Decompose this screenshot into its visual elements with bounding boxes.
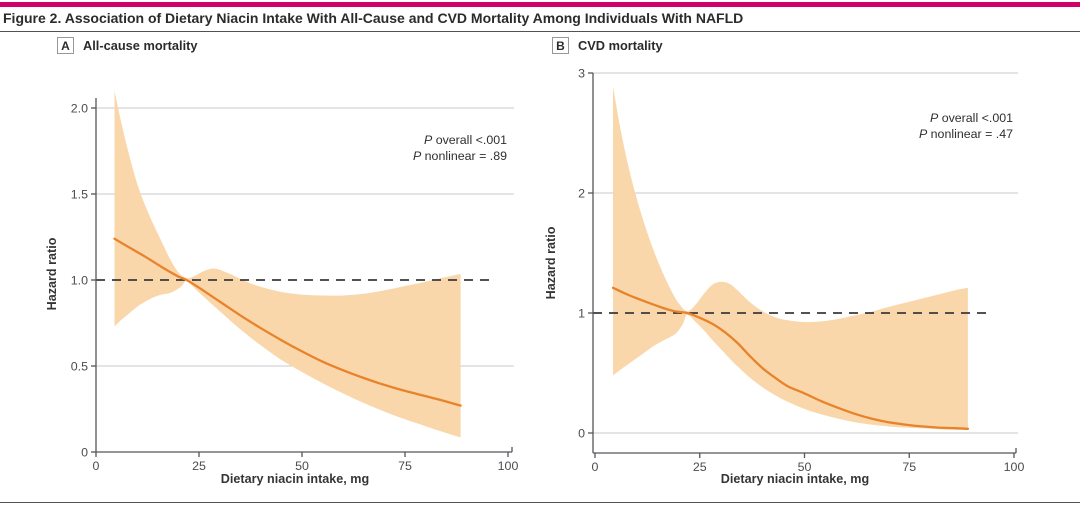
hazard-ratio-curve <box>611 286 970 430</box>
panel-a-title: All-cause mortality <box>83 38 198 53</box>
panel-b-chart: 0 1 2 3 0 25 50 75 100 <box>578 66 1024 474</box>
confidence-band <box>114 90 461 438</box>
footer-divider <box>0 502 1080 503</box>
x-tick-label: 0 <box>93 459 100 473</box>
p-overall-line: P overall <.001 <box>307 133 507 149</box>
panel-a-tag: A <box>57 37 74 54</box>
x-tick-label: 75 <box>398 459 412 473</box>
panel-a-pvalues: P overall <.001 P nonlinear = .89 <box>307 133 507 164</box>
panel-b-yaxis-label: Hazard ratio <box>544 226 558 300</box>
panel-a-chart: 0 0.5 1.0 1.5 2.0 0 25 50 75 100 <box>71 90 519 473</box>
y-tick-label: 0 <box>81 445 88 459</box>
p-symbol: P <box>412 148 422 163</box>
hazard-ratio-curve <box>113 237 462 407</box>
panel-b-tag: B <box>552 37 569 54</box>
confidence-band <box>613 86 968 430</box>
x-tick-label: 50 <box>295 459 309 473</box>
y-tick-label: 2.0 <box>71 101 88 115</box>
top-accent-bar <box>0 2 1080 7</box>
panel-b-pvalues: P overall <.001 P nonlinear = .47 <box>813 111 1013 142</box>
y-tick-label: 1.5 <box>71 187 88 201</box>
y-tick-label: 3 <box>578 66 585 80</box>
p-overall-line: P overall <.001 <box>813 111 1013 127</box>
x-tick-label: 100 <box>1004 460 1025 474</box>
figure-title: Figure 2. Association of Dietary Niacin … <box>3 10 744 26</box>
p-symbol: P <box>423 133 433 147</box>
p-symbol: P <box>918 126 928 141</box>
header-divider <box>0 31 1080 32</box>
p-nonlinear-text: nonlinear = .47 <box>927 126 1013 141</box>
panel-a-xaxis-label: Dietary niacin intake, mg <box>220 472 370 486</box>
panel-b-xaxis-label: Dietary niacin intake, mg <box>720 472 870 486</box>
x-tick-label: 25 <box>693 460 707 474</box>
p-overall-text: overall <.001 <box>432 133 507 147</box>
p-overall-text: overall <.001 <box>938 111 1013 125</box>
panel-b-header: B CVD mortality <box>552 37 663 54</box>
x-tick-label: 50 <box>798 460 812 474</box>
x-tick-label: 100 <box>498 459 519 473</box>
y-tick-label: 1.0 <box>71 273 88 287</box>
p-nonlinear-line: P nonlinear = .47 <box>813 127 1013 143</box>
p-symbol: P <box>929 111 939 125</box>
y-tick-label: 2 <box>578 186 585 200</box>
p-nonlinear-line: P nonlinear = .89 <box>307 149 507 165</box>
x-tick-label: 75 <box>902 460 916 474</box>
y-tick-label: 0.5 <box>71 359 88 373</box>
x-tick-label: 0 <box>592 460 599 474</box>
panel-a-yaxis-label: Hazard ratio <box>45 237 59 311</box>
panel-b-title: CVD mortality <box>578 38 663 53</box>
p-nonlinear-text: nonlinear = .89 <box>421 148 507 163</box>
panel-a-header: A All-cause mortality <box>57 37 198 54</box>
y-tick-label: 0 <box>578 426 585 440</box>
x-tick-label: 25 <box>192 459 206 473</box>
y-tick-label: 1 <box>578 306 585 320</box>
